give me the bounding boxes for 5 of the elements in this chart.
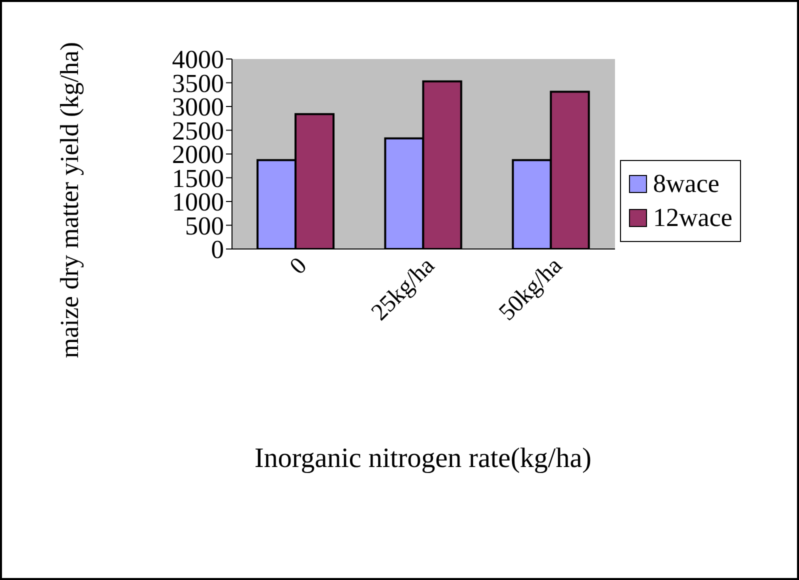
y-axis-title: maize dry matter yield (kg/ha) — [54, 40, 85, 360]
legend-label: 8wace — [653, 168, 720, 200]
x-tick-label: 0 — [285, 252, 312, 280]
x-axis-title: Inorganic nitrogen rate(kg/ha) — [254, 442, 592, 476]
legend-label: 12wace — [653, 202, 732, 234]
